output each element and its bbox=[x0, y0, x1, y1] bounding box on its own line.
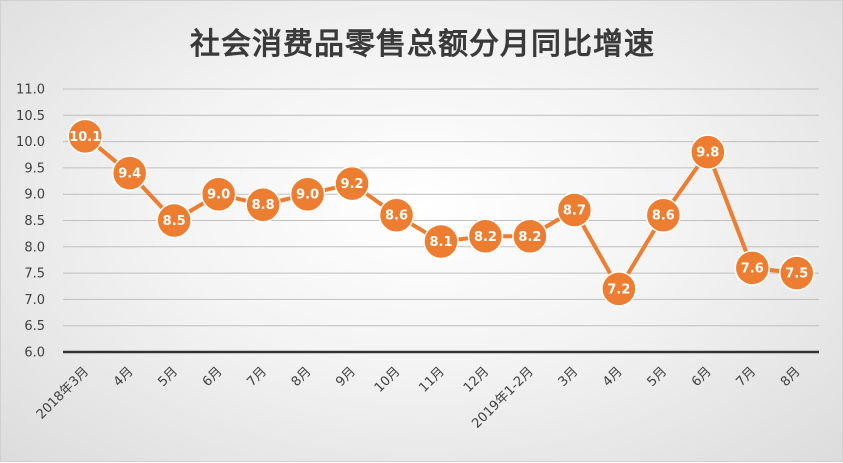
x-tick-label: 8月 bbox=[289, 364, 315, 390]
data-point: 9.4 bbox=[111, 155, 148, 191]
y-tick-label: 11.0 bbox=[16, 83, 45, 98]
data-label: 9.4 bbox=[118, 167, 141, 182]
data-point: 9.8 bbox=[690, 134, 726, 170]
x-tick-label: 7月 bbox=[733, 364, 759, 390]
data-label: 9.2 bbox=[341, 177, 364, 192]
y-tick-label: 9.5 bbox=[24, 161, 45, 176]
data-point: 8.5 bbox=[156, 202, 192, 239]
x-tick-label: 9月 bbox=[333, 364, 359, 390]
y-tick-label: 9.0 bbox=[24, 188, 45, 203]
data-label: 8.2 bbox=[518, 230, 541, 245]
data-label: 9.0 bbox=[296, 188, 319, 203]
chart-title: 社会消费品零售总额分月同比增速 bbox=[190, 27, 655, 62]
x-tick-label: 8月 bbox=[778, 364, 804, 390]
data-point-marker bbox=[423, 223, 459, 260]
data-point-marker bbox=[200, 176, 237, 212]
data-point-marker bbox=[690, 134, 726, 170]
data-point-marker bbox=[289, 176, 326, 212]
data-point-marker bbox=[245, 186, 281, 223]
data-label: 8.7 bbox=[563, 203, 586, 218]
data-point-marker bbox=[645, 197, 682, 233]
x-tick-label: 4月 bbox=[111, 364, 137, 390]
data-point: 10.1 bbox=[67, 118, 103, 155]
data-label: 9.8 bbox=[696, 146, 719, 161]
data-point-marker bbox=[156, 202, 192, 239]
data-point: 8.2 bbox=[467, 218, 504, 255]
data-label: 7.6 bbox=[741, 261, 764, 276]
data-label: 8.5 bbox=[163, 214, 186, 229]
data-point-marker bbox=[734, 250, 771, 286]
x-tick-label: 6月 bbox=[689, 364, 715, 390]
data-point: 8.6 bbox=[645, 197, 682, 233]
data-label: 10.1 bbox=[69, 130, 101, 145]
data-label: 9.0 bbox=[207, 188, 230, 203]
series-polyline bbox=[83, 134, 799, 291]
x-tick-label: 5月 bbox=[155, 364, 181, 390]
data-point: 8.7 bbox=[556, 192, 593, 228]
y-tick-label: 10.5 bbox=[16, 109, 45, 124]
x-tick-label: 4月 bbox=[600, 364, 626, 390]
data-point: 9.0 bbox=[200, 176, 237, 212]
x-tick-label: 12月 bbox=[461, 364, 492, 395]
data-point-marker bbox=[111, 155, 148, 191]
data-label: 8.2 bbox=[474, 230, 497, 245]
data-point: 9.0 bbox=[289, 176, 326, 212]
data-label: 7.2 bbox=[607, 282, 630, 297]
y-tick-label: 8.5 bbox=[24, 214, 45, 229]
data-label: 8.1 bbox=[429, 235, 452, 250]
x-tick-label: 10月 bbox=[372, 364, 403, 395]
data-point-marker bbox=[67, 118, 103, 155]
data-point-marker bbox=[378, 197, 415, 233]
data-point: 7.2 bbox=[601, 271, 637, 307]
data-points: 10.1 9.4 8.5 9.0 8.8 9.0 9.2 8.6 8.1 8.2 8.2 8.7 7.2… bbox=[67, 118, 815, 307]
data-point-marker bbox=[779, 255, 815, 291]
y-axis-tick-labels: 6.0 6.5 7.0 7.5 8.0 8.5 9.0 9.5 10.0 10.5 11.0 bbox=[16, 83, 45, 361]
data-point: 7.5 bbox=[779, 255, 815, 291]
x-tick-label: 6月 bbox=[200, 364, 226, 390]
data-point: 8.6 bbox=[378, 197, 415, 233]
x-tick-label: 2018年3月 bbox=[34, 364, 92, 422]
data-label: 8.8 bbox=[252, 198, 275, 213]
series-line bbox=[83, 134, 799, 291]
y-tick-label: 6.5 bbox=[24, 319, 45, 334]
y-tick-label: 6.0 bbox=[24, 346, 45, 361]
data-label: 8.6 bbox=[385, 209, 408, 224]
y-tick-label: 7.0 bbox=[24, 293, 45, 308]
data-point: 7.6 bbox=[734, 250, 771, 286]
data-point-marker bbox=[334, 165, 370, 202]
y-tick-label: 10.0 bbox=[16, 135, 45, 150]
y-tick-label: 7.5 bbox=[24, 267, 45, 282]
data-point: 8.1 bbox=[423, 223, 459, 260]
y-tick-label: 8.0 bbox=[24, 240, 45, 255]
data-point: 8.8 bbox=[245, 186, 281, 223]
data-label: 8.6 bbox=[652, 209, 675, 224]
x-tick-label: 7月 bbox=[244, 364, 270, 390]
gridlines bbox=[63, 88, 819, 354]
data-point: 8.2 bbox=[512, 218, 548, 255]
x-tick-label: 11月 bbox=[416, 364, 447, 395]
x-tick-label: 5月 bbox=[645, 364, 671, 390]
data-point-marker bbox=[512, 218, 548, 255]
data-point: 9.2 bbox=[334, 165, 370, 202]
x-tick-label: 3月 bbox=[556, 364, 582, 390]
data-point-marker bbox=[467, 218, 504, 255]
data-label: 7.5 bbox=[785, 267, 808, 282]
data-point-marker bbox=[556, 192, 593, 228]
data-point-marker bbox=[601, 271, 637, 307]
